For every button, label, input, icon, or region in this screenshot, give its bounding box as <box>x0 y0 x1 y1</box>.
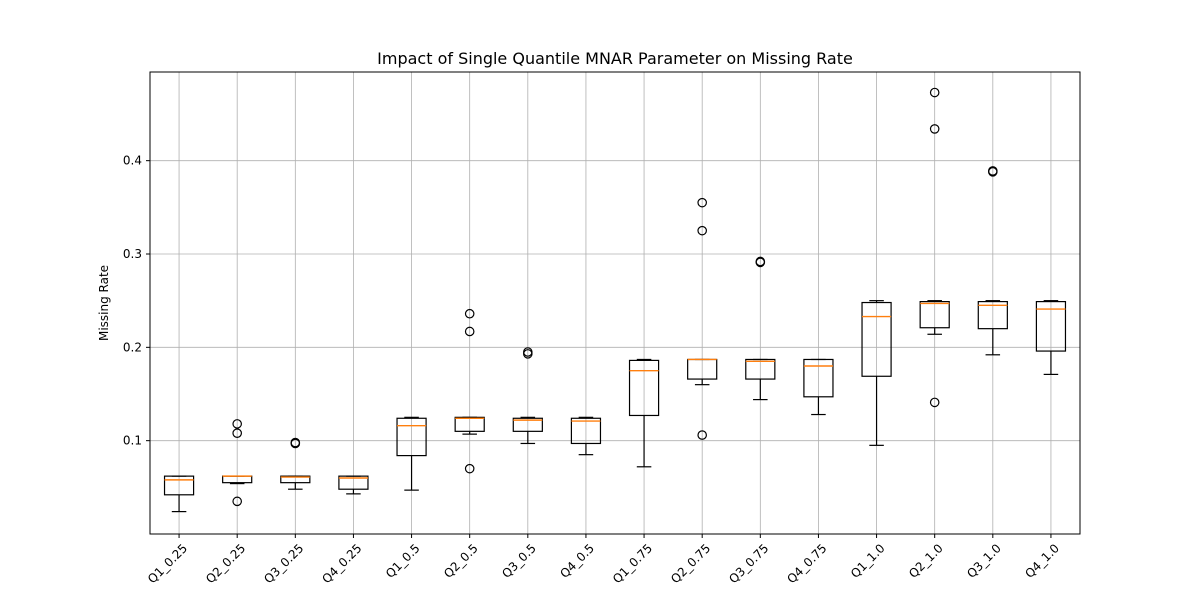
y-tick-label: 0.1 <box>123 434 142 448</box>
x-tick-label: Q3_0.25 <box>261 541 306 586</box>
box-Q3_0.25 <box>280 437 311 490</box>
x-tick-label: Q1_0.75 <box>610 541 655 586</box>
outlier-point <box>697 197 707 208</box>
iqr-box <box>454 416 485 432</box>
y-tick-label: 0.3 <box>123 247 142 261</box>
box-Q2_0.25 <box>222 419 253 507</box>
x-tick-label: Q1_1.0 <box>848 541 888 581</box>
outlier-point <box>929 124 940 134</box>
x-tick-label: Q4_1.0 <box>1022 541 1062 581</box>
iqr-box <box>977 301 1008 330</box>
iqr-box <box>280 475 311 484</box>
boxes-layer <box>163 87 1067 513</box>
box-Q3_0.75 <box>745 256 776 401</box>
iqr-box <box>803 358 834 398</box>
plot-frame <box>149 71 1081 535</box>
box-Q1_0.75 <box>628 358 660 468</box>
outlier-point <box>523 347 533 357</box>
box-Q1_1.0 <box>861 300 892 446</box>
iqr-box <box>512 417 543 432</box>
iqr-box <box>570 417 602 445</box>
box-Q2_0.75 <box>687 197 718 440</box>
y-tick-label: 0.2 <box>123 340 142 354</box>
x-tick-label: Q2_1.0 <box>906 541 946 581</box>
x-tick-label: Q1_0.5 <box>383 541 423 581</box>
box-Q1_0.5 <box>396 416 427 491</box>
box-Q3_0.5 <box>512 347 543 445</box>
outlier-point <box>464 463 475 474</box>
box-Q4_1.0 <box>1035 300 1067 375</box>
iqr-box <box>919 301 950 329</box>
box-Q4_0.5 <box>570 416 602 456</box>
iqr-box <box>745 358 776 380</box>
x-tick-label: Q4_0.5 <box>557 541 597 581</box>
x-tick-label: Q2_0.5 <box>441 541 481 581</box>
outlier-point <box>988 166 998 176</box>
x-tick-label: Q2_0.75 <box>668 541 713 586</box>
x-tick-label: Q4_0.75 <box>784 541 829 586</box>
box-Q4_0.75 <box>803 358 834 416</box>
box-Q2_1.0 <box>919 87 950 408</box>
outlier-point <box>464 326 475 337</box>
y-tick-label: 0.4 <box>123 154 142 168</box>
outlier-point <box>755 256 766 267</box>
iqr-box <box>1035 301 1067 352</box>
x-tick-label: Q2_0.25 <box>203 541 248 586</box>
x-tick-label: Q3_1.0 <box>964 541 1004 581</box>
outlier-point <box>232 419 242 429</box>
box-Q4_0.25 <box>338 475 369 495</box>
outlier-point <box>232 428 242 438</box>
outlier-point <box>232 496 242 507</box>
iqr-box <box>338 475 369 490</box>
outlier-point <box>929 87 940 98</box>
box-Q1_0.25 <box>163 475 195 513</box>
outlier-point <box>697 225 707 236</box>
chart-title: Impact of Single Quantile MNAR Parameter… <box>377 49 853 68</box>
iqr-box <box>396 417 427 457</box>
ticks-layer: 0.1 0.2 0.3 0.4 Q1_0.25 Q2_0.25 Q3_0.25 Q4_0.25… <box>123 154 1062 587</box>
outlier-point <box>464 308 475 319</box>
box-Q2_0.5 <box>454 308 485 474</box>
iqr-box <box>163 475 195 496</box>
iqr-box <box>628 359 660 417</box>
outlier-point <box>290 437 301 448</box>
iqr-box <box>861 301 892 377</box>
outlier-point <box>929 397 940 408</box>
box-Q3_1.0 <box>977 166 1008 356</box>
x-tick-label: Q4_0.25 <box>319 541 364 586</box>
x-tick-label: Q1_0.25 <box>145 541 190 586</box>
y-axis-label: Missing Rate <box>97 265 111 341</box>
x-tick-label: Q3_0.5 <box>499 541 539 581</box>
outlier-point <box>697 430 707 440</box>
x-tick-label: Q3_0.75 <box>726 541 771 586</box>
